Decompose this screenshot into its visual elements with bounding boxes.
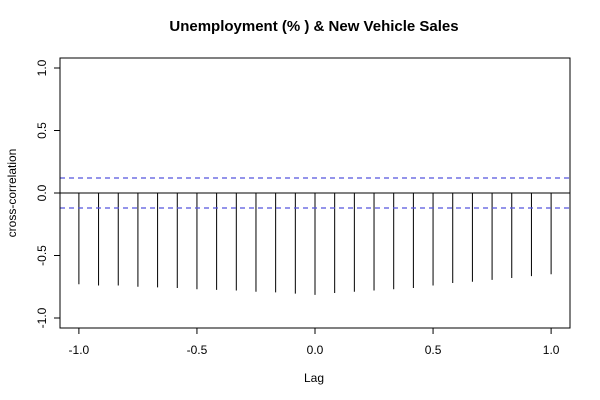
y-tick-label-2: 0.0 xyxy=(35,184,49,201)
x-tick-label-1: -0.5 xyxy=(187,343,208,357)
y-tick-label-3: 0.5 xyxy=(35,122,49,139)
y-tick-label-1: -0.5 xyxy=(35,245,49,266)
bar-series xyxy=(78,193,552,295)
x-axis: -1.0 -0.5 0.0 0.5 1.0 xyxy=(69,327,560,357)
y-axis-label: cross-correlation xyxy=(5,149,19,238)
chart-title: Unemployment (% ) & New Vehicle Sales xyxy=(169,18,458,35)
y-tick-label-0: -1.0 xyxy=(35,307,49,328)
x-axis-label: Lag xyxy=(304,371,324,385)
x-tick-label-4: 1.0 xyxy=(543,343,560,357)
x-tick-label-2: 0.0 xyxy=(307,343,324,357)
confidence-bounds xyxy=(60,177,570,209)
y-tick-label-4: 1.0 xyxy=(35,59,49,76)
x-tick-label-3: 0.5 xyxy=(425,343,442,357)
x-tick-label-0: -1.0 xyxy=(69,343,90,357)
y-axis: -1.0 -0.5 0.0 0.5 1.0 xyxy=(35,59,61,328)
